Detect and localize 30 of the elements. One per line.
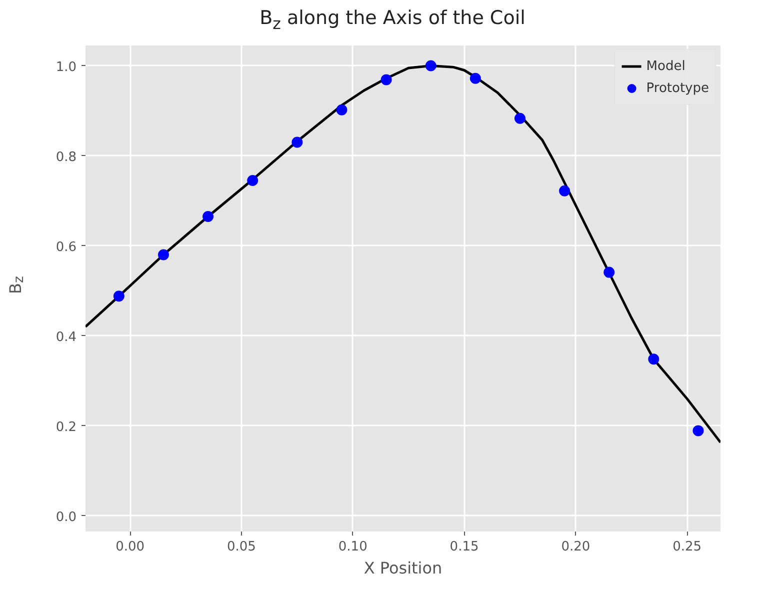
point <box>514 112 526 124</box>
point <box>692 425 704 436</box>
y-tick-label: 0.4 <box>56 330 77 345</box>
x-tick-label: 0.15 <box>450 540 479 554</box>
y-tick-label: 0.0 <box>56 510 77 525</box>
x-tick-label: 0.20 <box>561 540 590 554</box>
x-tick-label: 0.10 <box>338 540 368 554</box>
y-tick-label: 0.8 <box>56 150 77 165</box>
point <box>380 74 392 86</box>
point <box>559 185 570 196</box>
point <box>336 104 348 116</box>
legend-label: Model <box>646 58 686 74</box>
x-tick-label: 0.25 <box>672 540 702 554</box>
legend-label: Prototype <box>646 80 709 96</box>
x-axis-title: X Position <box>364 558 442 578</box>
chart-title: B$_{z}$ along the Axis of the Coil <box>260 6 526 35</box>
point <box>292 136 303 148</box>
y-tick-label: 0.2 <box>56 420 77 435</box>
point <box>648 354 660 365</box>
x-tick-label: 0.00 <box>116 540 145 554</box>
point <box>425 60 436 72</box>
point <box>247 175 258 186</box>
y-tick-label: 0.6 <box>56 240 77 255</box>
point <box>470 72 481 84</box>
point <box>202 211 214 222</box>
y-tick-label: 1.0 <box>56 60 77 75</box>
point <box>604 266 615 278</box>
point <box>158 249 169 260</box>
x-tick-label: 0.05 <box>226 540 256 554</box>
point <box>113 290 124 302</box>
